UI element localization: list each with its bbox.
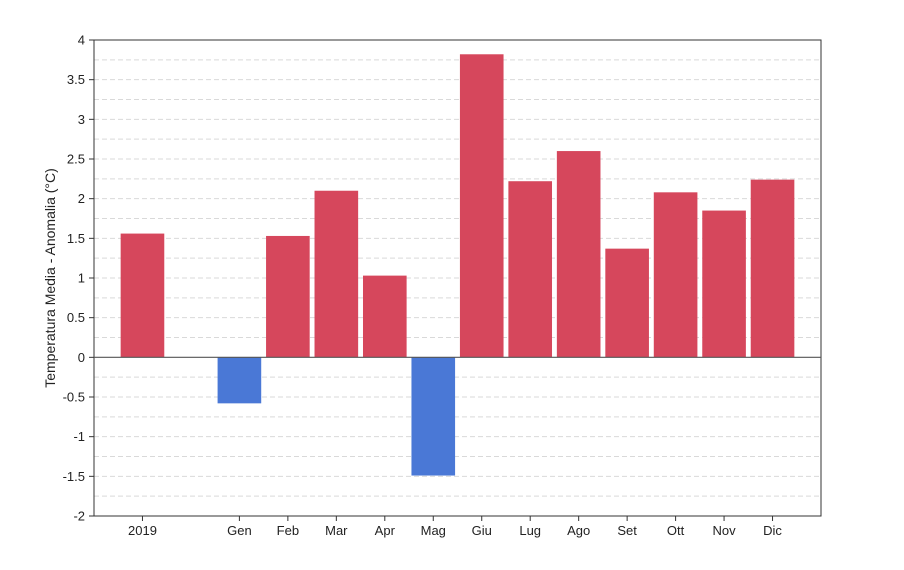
- y-tick-label: 2: [78, 191, 85, 206]
- x-tick-label: Nov: [713, 523, 737, 538]
- x-tick-label: 2019: [128, 523, 157, 538]
- y-tick-label: -1.5: [63, 469, 85, 484]
- bar-2019: [120, 233, 165, 358]
- bar-nov: [702, 210, 746, 358]
- y-tick-label: -1: [73, 429, 85, 444]
- bar-lug: [508, 181, 553, 358]
- x-tick-label: Mag: [421, 523, 446, 538]
- y-tick-label: 3.5: [67, 72, 85, 87]
- y-tick-label: 0: [78, 350, 85, 365]
- bar-mar: [314, 190, 359, 358]
- bar-dic: [750, 179, 795, 358]
- bar-ago: [556, 151, 601, 358]
- x-tick-label: Apr: [375, 523, 396, 538]
- y-tick-label: 3: [78, 112, 85, 127]
- y-tick-label: -0.5: [63, 390, 85, 405]
- bar-feb: [266, 235, 310, 358]
- bars: [120, 54, 795, 476]
- y-tick-labels: 4 3.5 3 2.5 2 1.5 1 0.5 0 -0.5 -1 -1.5 -2: [63, 33, 94, 524]
- x-tick-label: Set: [617, 523, 637, 538]
- x-tick-label: Giu: [472, 523, 492, 538]
- bar-set: [605, 248, 649, 358]
- x-tick-label: Lug: [519, 523, 541, 538]
- y-tick-label: 1: [78, 271, 85, 286]
- grid-lines: [94, 39, 821, 517]
- bar-giu: [459, 54, 504, 358]
- bar-apr: [362, 275, 407, 358]
- y-tick-label: 2.5: [67, 152, 85, 167]
- bar-mag: [411, 357, 456, 476]
- x-tick-label: Dic: [763, 523, 782, 538]
- x-tick-label: Mar: [325, 523, 348, 538]
- y-tick-label: 4: [78, 33, 85, 48]
- y-tick-label: 0.5: [67, 310, 85, 325]
- y-axis-title: Temperatura Media - Anomalia (°C): [42, 168, 58, 388]
- x-tick-labels: 2019 Gen Feb Mar Apr Mag Giu Lug Ago Set Ott Nov Dic: [128, 516, 782, 538]
- y-tick-label: -2: [73, 509, 85, 524]
- x-tick-label: Ott: [667, 523, 685, 538]
- x-tick-label: Gen: [227, 523, 252, 538]
- y-tick-label: 1.5: [67, 231, 85, 246]
- x-tick-label: Feb: [277, 523, 299, 538]
- bar-ott: [653, 192, 698, 358]
- x-tick-label: Ago: [567, 523, 590, 538]
- bar-gen: [217, 357, 262, 404]
